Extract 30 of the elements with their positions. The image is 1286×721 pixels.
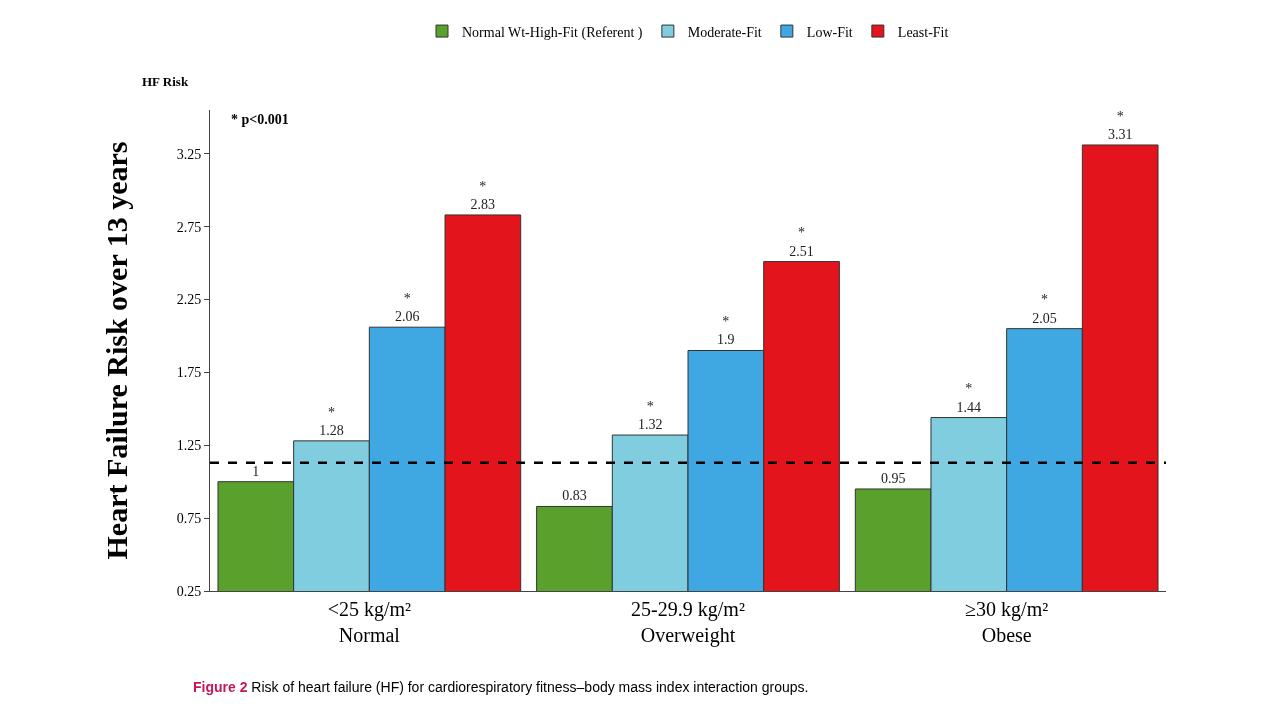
y-tick-label: 2.25 <box>176 292 202 308</box>
data-label: 0.95 <box>880 470 906 486</box>
legend-label: Least-Fit <box>897 24 949 40</box>
data-label: * 2.83 <box>470 178 496 212</box>
y-tick-label: 1.25 <box>176 438 202 454</box>
y-axis-title: Heart Failure Risk over 13 years <box>99 141 133 560</box>
legend-label: Low-Fit <box>806 24 853 40</box>
legend-label: Moderate-Fit <box>687 24 762 40</box>
annotation: * p<0.001 <box>231 112 289 127</box>
data-label: * 1.32 <box>637 398 663 433</box>
caption: Figure 2 Risk of heart failure (HF) for cardiorespiratory fitness–body mass index interaction groups. <box>193 679 809 695</box>
data-label: * 1.9 <box>717 314 735 348</box>
y-tick-label: 0.25 <box>176 583 202 599</box>
data-label: * 1.28 <box>319 404 344 438</box>
data-label: * 3.31 <box>1107 108 1133 142</box>
data-label: * 2.51 <box>789 225 814 259</box>
legend-label: Normal Wt-High-Fit (Referent ) <box>462 24 643 41</box>
y-tick-label: 0.75 <box>176 511 202 527</box>
x-tick-label: 25-29.9 kg/m² Overweight <box>631 598 745 647</box>
data-label: * 2.05 <box>1032 292 1057 326</box>
y-tick-label: 2.75 <box>176 219 202 235</box>
data-label: 0.83 <box>562 488 587 504</box>
y-tick-label: 3.25 <box>176 146 202 162</box>
data-label: 1 <box>252 463 260 479</box>
text: HF Risk <box>142 74 189 89</box>
data-label: * 2.06 <box>394 290 420 325</box>
y-tick-label: 1.75 <box>176 365 202 381</box>
data-label: * 1.44 <box>956 381 982 415</box>
x-tick-label: <25 kg/m² Normal <box>327 598 412 646</box>
x-tick-label: ≥30 kg/m² Obese <box>965 598 1049 646</box>
